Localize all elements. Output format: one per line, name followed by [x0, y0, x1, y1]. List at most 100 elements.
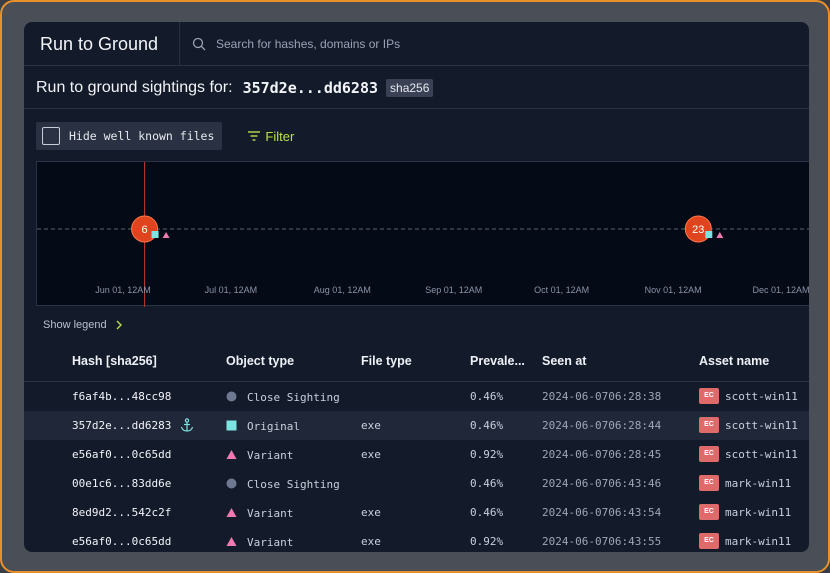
file-type-cell: exe	[361, 535, 381, 548]
seen-at-date: 2024-06-07	[542, 506, 609, 519]
table-row[interactable]: e56af0...0c65dd Variant exe 0.92% 2024-06-07…	[24, 527, 809, 552]
seen-at-date: 2024-06-07	[542, 390, 609, 403]
seen-at-date: 2024-06-07	[542, 448, 609, 461]
hash-type-badge: sha256	[386, 78, 434, 97]
prevalence-cell: 0.92%	[470, 535, 504, 548]
hash-cell[interactable]: e56af0...0c65dd	[72, 535, 172, 548]
filter-icon	[248, 131, 261, 141]
asset-name-cell[interactable]: mark-win11	[725, 477, 792, 490]
seen-at-cell: 2024-06-0706:28:45	[542, 448, 661, 461]
asset-name-cell[interactable]: scott-win11	[725, 448, 798, 461]
table-row[interactable]: 357d2e...dd6283 Original exe 0.46% 2024-06-0…	[24, 411, 809, 440]
x-tick-label: Sep 01, 12AM	[425, 285, 482, 295]
sighting-cluster	[131, 215, 159, 243]
toolbar: Hide well known files Filter	[36, 122, 294, 150]
column-header-hash[interactable]: Hash [sha256]	[72, 354, 157, 368]
object-type-cell: Variant	[247, 536, 294, 549]
triangle-icon	[226, 537, 237, 546]
run-to-ground-app: Run to Ground Search for hashes, domains…	[24, 22, 809, 552]
x-tick-label: Oct 01, 12AM	[534, 285, 589, 295]
column-header-file-type[interactable]: File type	[361, 354, 412, 368]
object-type-cell: Close Sighting	[247, 478, 340, 491]
original-marker	[151, 231, 159, 238]
file-type-cell: exe	[361, 448, 381, 461]
show-legend-toggle[interactable]: Show legend	[43, 319, 123, 331]
heading-hash: 357d2e...dd6283	[242, 78, 379, 97]
table-row[interactable]: 8ed9d2...542c2f Variant exe 0.46% 2024-06-07…	[24, 498, 809, 527]
table-body: f6af4b...48cc98 Close Sighting 0.46% 2024-0…	[24, 382, 809, 552]
column-header-asset-name[interactable]: Asset name	[699, 354, 770, 368]
asset-type-badge: EC	[699, 533, 719, 549]
hide-well-known-checkbox[interactable]	[42, 127, 60, 145]
seen-at-date: 2024-06-07	[542, 535, 609, 548]
column-header-object-type[interactable]: Object type	[226, 354, 295, 368]
chevron-right-icon	[116, 320, 122, 330]
hash-cell[interactable]: 357d2e...dd6283	[72, 419, 172, 432]
x-tick-label: Nov 01, 12AM	[645, 285, 702, 295]
x-tick-label: Jun 01, 12AM	[95, 285, 151, 295]
search-bar[interactable]: Search for hashes, domains or IPs	[180, 22, 400, 66]
hash-cell[interactable]: 8ed9d2...542c2f	[72, 506, 172, 519]
hide-well-known-toggle[interactable]: Hide well known files	[36, 122, 223, 150]
triangle-icon	[226, 508, 237, 517]
timeline-svg: Jun 01, 12AM Jul 01, 12AM Aug 01, 12AM Sep …	[37, 162, 809, 307]
seen-at-cell: 2024-06-0706:28:38	[542, 390, 661, 403]
filter-button[interactable]: Filter	[248, 129, 294, 144]
table-row[interactable]: f6af4b...48cc98 Close Sighting 0.46% 2024-0…	[24, 382, 809, 411]
original-marker	[705, 231, 713, 238]
top-bar: Run to Ground Search for hashes, domains…	[24, 22, 809, 66]
asset-name-cell[interactable]: scott-win11	[725, 419, 798, 432]
hide-well-known-label: Hide well known files	[69, 129, 215, 143]
sighting-cluster	[684, 215, 712, 243]
sightings-timeline-chart[interactable]: Jun 01, 12AM Jul 01, 12AM Aug 01, 12AM Sep …	[36, 161, 809, 307]
show-legend-label: Show legend	[43, 319, 107, 331]
prevalence-cell: 0.46%	[470, 506, 504, 519]
table-row[interactable]: e56af0...0c65dd Variant exe 0.92% 2024-06-07…	[24, 440, 809, 469]
hash-cell[interactable]: f6af4b...48cc98	[72, 390, 172, 403]
asset-type-badge: EC	[699, 417, 719, 433]
page-heading: Run to ground sightings for: 357d2e...dd…	[24, 67, 809, 109]
variant-marker	[716, 232, 724, 238]
x-tick-label: Jul 01, 12AM	[205, 285, 258, 295]
table-header: Hash [sha256] Object type File type Prev…	[24, 342, 809, 382]
seen-at-date: 2024-06-07	[542, 477, 609, 490]
square-icon	[226, 420, 237, 431]
asset-type-badge: EC	[699, 446, 719, 462]
column-header-prevalence[interactable]: Prevale...	[470, 354, 525, 368]
hash-cell[interactable]: e56af0...0c65dd	[72, 448, 172, 461]
cluster-count-label: 6	[142, 224, 148, 236]
sightings-table: Hash [sha256] Object type File type Prev…	[24, 342, 809, 552]
hash-cell[interactable]: 00e1c6...83dd6e	[72, 477, 172, 490]
object-type-cell: Variant	[247, 507, 294, 520]
asset-type-badge: EC	[699, 475, 719, 491]
seen-at-cell: 2024-06-0706:43:54	[542, 506, 661, 519]
asset-name-cell[interactable]: mark-win11	[725, 535, 792, 548]
file-type-cell: exe	[361, 419, 381, 432]
variant-marker	[162, 232, 170, 238]
asset-name-cell[interactable]: scott-win11	[725, 390, 798, 403]
object-type-cell: Close Sighting	[247, 391, 340, 404]
search-icon	[192, 37, 206, 50]
seen-at-date: 2024-06-07	[542, 419, 609, 432]
seen-at-cell: 2024-06-0706:28:44	[542, 419, 661, 432]
asset-type-badge: EC	[699, 504, 719, 520]
asset-name-cell[interactable]: mark-win11	[725, 506, 792, 519]
table-row[interactable]: 00e1c6...83dd6e Close Sighting 0.46% 2024-0…	[24, 469, 809, 498]
prevalence-cell: 0.46%	[470, 419, 504, 432]
prevalence-cell: 0.46%	[470, 477, 504, 490]
triangle-icon	[226, 450, 237, 459]
object-type-cell: Original	[247, 420, 300, 433]
column-header-seen-at[interactable]: Seen at	[542, 354, 587, 368]
seen-at-time: 06:28:44	[608, 419, 662, 432]
object-type-cell: Variant	[247, 449, 294, 462]
x-tick-label: Aug 01, 12AM	[314, 285, 371, 295]
cluster-count-label: 23	[692, 224, 704, 236]
circle-icon	[226, 391, 237, 402]
prevalence-cell: 0.46%	[470, 390, 504, 403]
app-title: Run to Ground	[24, 22, 180, 66]
prevalence-cell: 0.92%	[470, 448, 504, 461]
seen-at-time: 06:28:38	[608, 390, 662, 403]
seen-at-time: 06:43:55	[608, 535, 662, 548]
search-input[interactable]: Search for hashes, domains or IPs	[216, 36, 401, 51]
